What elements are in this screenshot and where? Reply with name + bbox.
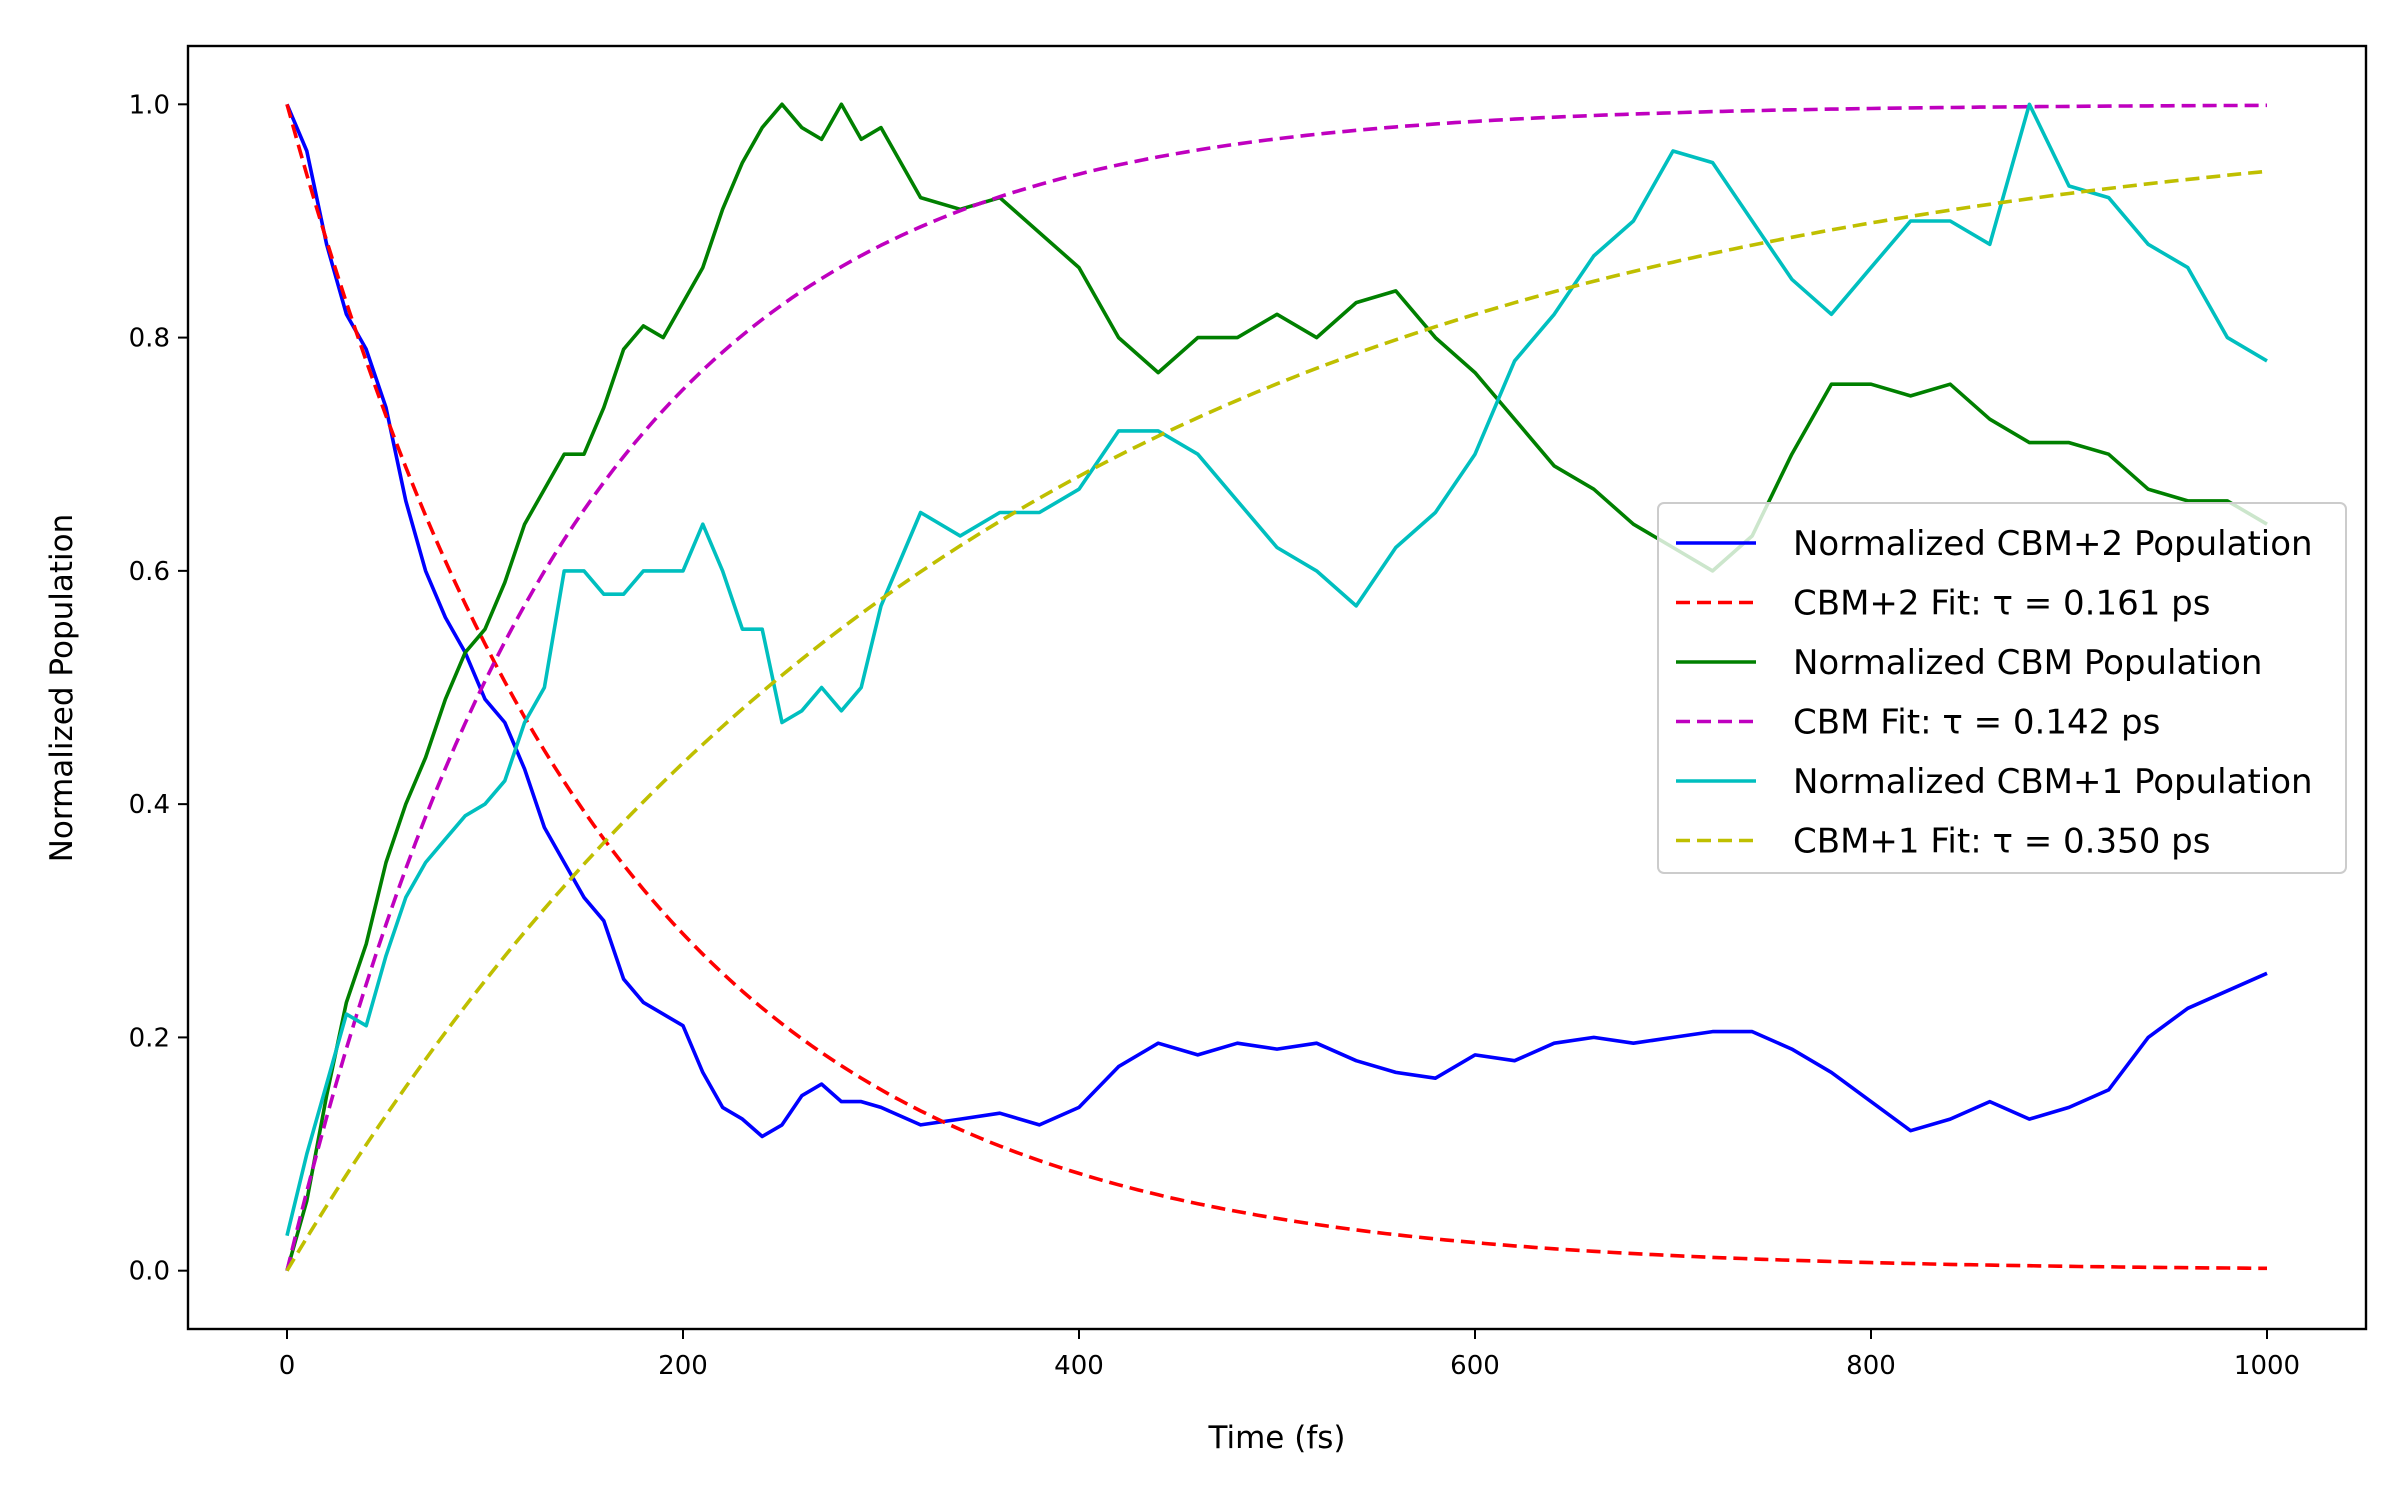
y-tick-label: 0.8 [129,324,170,354]
legend-label: Normalized CBM+1 Population [1793,762,2313,802]
y-tick-label: 0.6 [129,557,170,587]
x-tick-label: 800 [1846,1351,1896,1381]
x-tick-label: 200 [658,1351,708,1381]
y-tick-label: 0.2 [129,1023,170,1053]
x-tick-label: 1000 [2234,1351,2300,1381]
series-layer [285,102,2268,1272]
plot-frame [186,44,2368,1331]
legend: Normalized CBM+2 Population CBM+2 Fit: τ … [1657,502,2347,874]
x-tick-label: 0 [279,1351,296,1381]
series-line-normalized-cbmplus2-population [285,103,2268,1139]
series-line-normalized-cbmplus1-population [285,102,2268,1237]
x-tick-label: 400 [1054,1351,1104,1381]
legend-label: CBM+1 Fit: τ = 0.350 ps [1793,822,2210,862]
legend-label: Normalized CBM+2 Population [1793,524,2313,564]
series-line-cbmplus2-fit-0-161-ps [285,103,2267,1271]
series-line-cbmplus1-fit-0-350-ps [285,169,2268,1272]
legend-label: Normalized CBM Population [1793,643,2262,683]
y-axis-label: Normalized Population [44,514,80,863]
x-tick-label: 600 [1450,1351,1500,1381]
legend-label: CBM Fit: τ = 0.142 ps [1793,703,2160,743]
legend-label: CBM+2 Fit: τ = 0.161 ps [1793,584,2210,624]
ticks-layer: 0 200 400 600 800 1000 0.0 0.2 0.4 0.6 0.8 1.0 [129,90,2300,1381]
y-tick-label: 1.0 [129,90,170,120]
y-tick-label: 0.4 [129,790,170,820]
series-line-cbm-fit-0-142-ps [285,103,2268,1272]
x-axis-label: Time (fs) [1208,1420,1346,1456]
y-tick-label: 0.0 [129,1257,170,1287]
legend-box [1657,502,2347,874]
